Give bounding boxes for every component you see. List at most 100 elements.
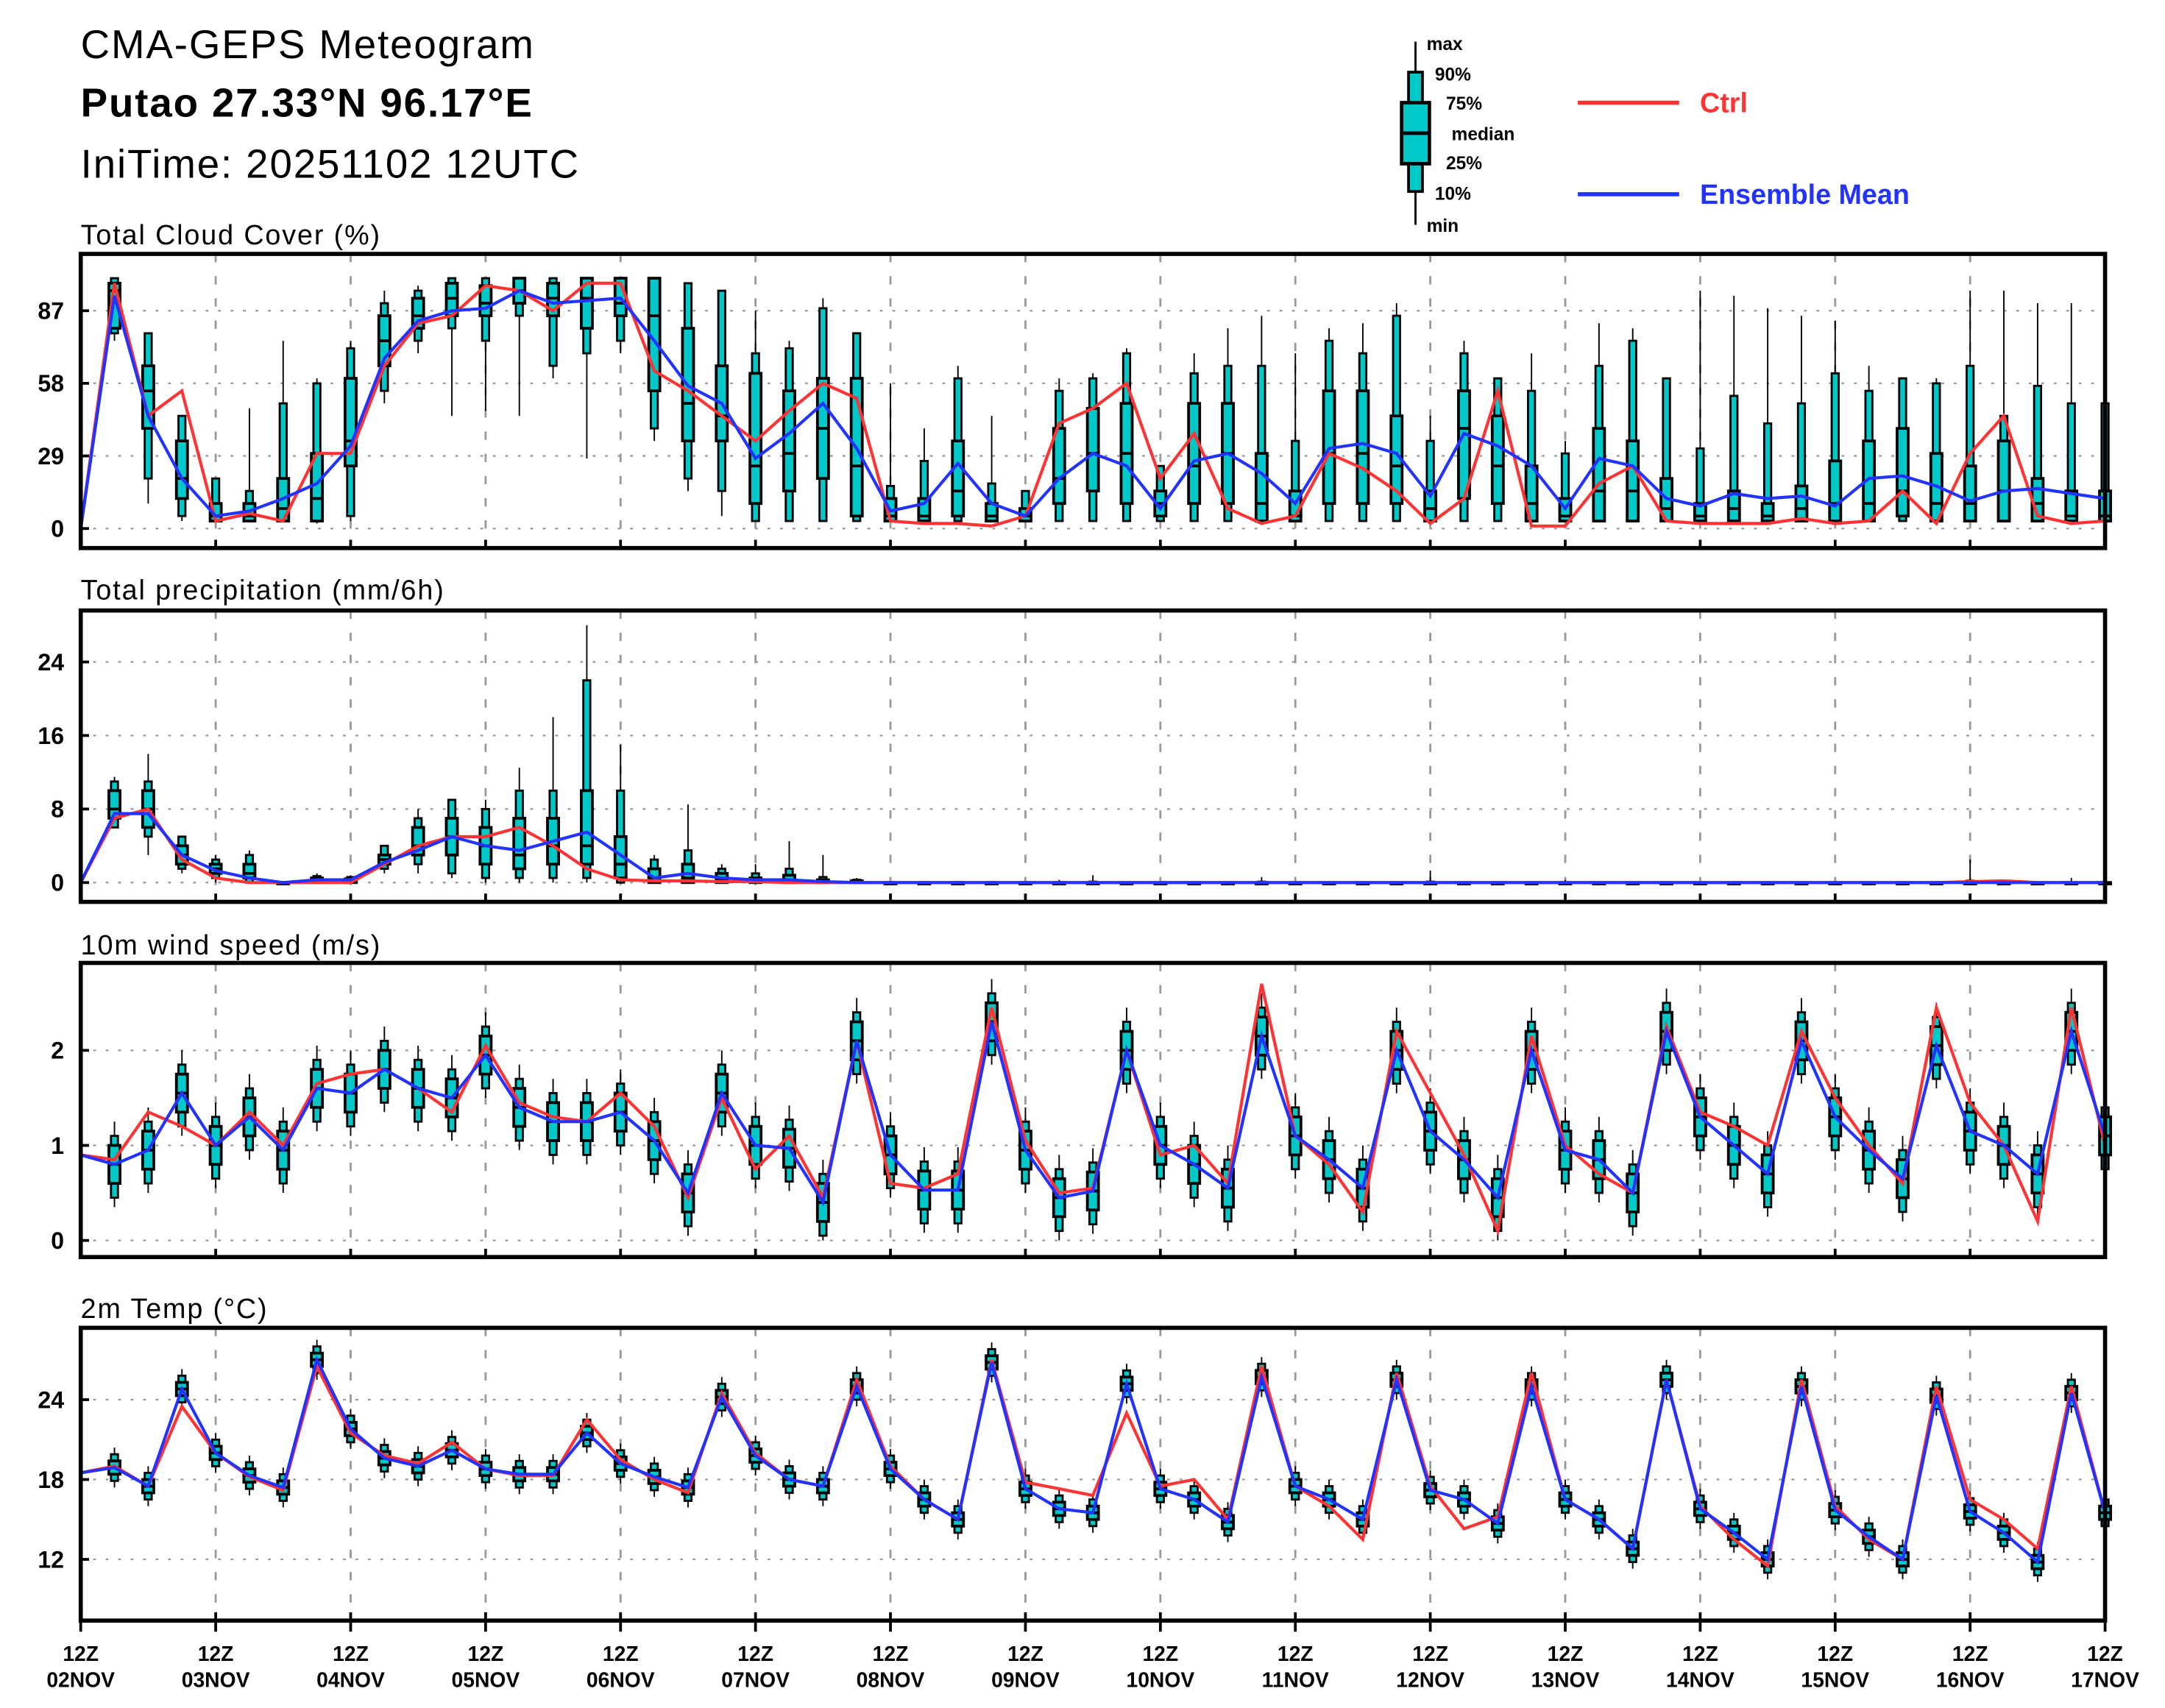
- box-whisker: [546, 717, 560, 883]
- iqr-box: [951, 439, 965, 518]
- x-tick-hour: 12Z: [1278, 1642, 1314, 1665]
- y-tick-label: 18: [38, 1467, 64, 1493]
- box-whisker: [512, 277, 527, 417]
- p10-p90-box: [548, 277, 558, 367]
- y-tick-label: 12: [38, 1546, 64, 1573]
- legend-ctrl-label: Ctrl: [1700, 88, 1748, 118]
- box-whisker: [951, 366, 965, 522]
- box-whisker: [377, 291, 391, 404]
- panel-2: 10m wind speed (m/s) 0 1 2: [51, 929, 2113, 1260]
- iqr-box: [1896, 427, 1910, 518]
- x-tick-hour: 12Z: [1007, 1642, 1043, 1665]
- panel-title: Total Cloud Cover (%): [81, 219, 381, 250]
- box-whisker: [613, 744, 628, 884]
- legend-p10: 10%: [1435, 185, 1471, 205]
- p10-p90-box: [582, 679, 592, 879]
- legend-min: min: [1427, 216, 1459, 236]
- panel-title: Total precipitation (mm/6h): [81, 575, 445, 606]
- iqr-box: [579, 277, 594, 330]
- y-tick-label: 2: [51, 1038, 64, 1064]
- x-tick-date: 12NOV: [1396, 1668, 1464, 1692]
- box-whisker: [1794, 316, 1809, 522]
- box-whisker: [1423, 416, 1438, 522]
- box-whisker: [715, 864, 729, 885]
- iqr-box: [1828, 459, 1843, 522]
- x-tick-date: 10NOV: [1126, 1668, 1194, 1692]
- box-whisker: [242, 408, 257, 522]
- box-whisker: [1726, 295, 1741, 522]
- y-tick-label: 24: [38, 1386, 64, 1413]
- box-whisker: [1524, 353, 1539, 522]
- box-whisker: [815, 298, 830, 522]
- iqr-box: [579, 789, 594, 866]
- y-tick-label: 29: [38, 443, 64, 469]
- box-whisker: [1254, 316, 1269, 522]
- box-whisker: [1221, 328, 1235, 522]
- x-tick-date: 11NOV: [1262, 1668, 1329, 1692]
- iqr-box: [1356, 389, 1370, 506]
- box-whisker: [1085, 373, 1100, 522]
- x-tick-hour: 12Z: [1952, 1642, 1988, 1665]
- box-whisker: [849, 332, 864, 522]
- iqr-box: [1423, 489, 1438, 522]
- legend-box-glyph: [1400, 41, 1431, 225]
- iqr-box: [1052, 427, 1066, 506]
- box-whisker: [141, 754, 155, 855]
- x-tick-date: 03NOV: [182, 1668, 250, 1692]
- box-whisker: [1490, 377, 1505, 522]
- iqr-box: [1626, 439, 1640, 522]
- panel-frame: [78, 252, 2108, 550]
- box-whisker: [1119, 348, 1134, 522]
- panel-title: 2m Temp (°C): [81, 1293, 269, 1324]
- location-label: Putao 27.33°N 96.17°E: [81, 80, 534, 125]
- box-whisker: [478, 799, 493, 883]
- legend-p75: 75%: [1446, 94, 1482, 114]
- box-whisker: [1862, 366, 1877, 522]
- x-tick-hour: 12Z: [1142, 1642, 1178, 1665]
- iqr-box: [1490, 414, 1505, 506]
- box-whisker: [1996, 291, 2011, 522]
- x-tick-hour: 12Z: [468, 1642, 504, 1665]
- iqr-box: [1963, 464, 1977, 522]
- x-tick-date: 08NOV: [857, 1668, 925, 1692]
- panel-frame: [78, 1325, 2108, 1623]
- box-whisker: [478, 277, 493, 411]
- x-tick-hour: 12Z: [1412, 1642, 1448, 1665]
- iqr-box: [1794, 484, 1809, 522]
- box-whisker: [1693, 291, 1707, 522]
- x-tick-date: 14NOV: [1666, 1668, 1735, 1692]
- legend-p25: 25%: [1446, 154, 1482, 174]
- x-axis: 12Z 02NOV 12Z 03NOV 12Z 04NOV 12Z 05NOV 12Z 06NOV…: [46, 1620, 2139, 1692]
- init-time-label: IniTime: 20251102 12UTC: [81, 141, 580, 186]
- box-whisker: [276, 341, 291, 522]
- y-tick-label: 8: [51, 796, 64, 823]
- box-whisker: [579, 625, 594, 883]
- x-tick-hour: 12Z: [737, 1642, 773, 1665]
- x-tick-date: 17NOV: [2071, 1668, 2139, 1692]
- y-tick-label: 58: [38, 370, 64, 397]
- box-whisker: [444, 277, 459, 417]
- box-whisker: [1052, 378, 1066, 522]
- box-whisker: [748, 311, 763, 522]
- x-tick-hour: 12Z: [1548, 1642, 1584, 1665]
- box-whisker: [1356, 323, 1370, 522]
- x-tick-date: 15NOV: [1801, 1668, 1869, 1692]
- box-whisker: [310, 378, 325, 524]
- x-tick-date: 16NOV: [1936, 1668, 2005, 1692]
- x-tick-hour: 12Z: [873, 1642, 909, 1665]
- y-tick-label: 87: [38, 298, 64, 325]
- box-whisker: [208, 1102, 223, 1188]
- iqr-box: [1996, 439, 2011, 522]
- x-tick-date: 13NOV: [1531, 1668, 1600, 1692]
- chart-title: CMA-GEPS Meteogram: [81, 22, 535, 67]
- x-tick-hour: 12Z: [603, 1642, 639, 1665]
- panel-0: Total Cloud Cover (%) 0 29 58 87: [38, 219, 2113, 550]
- box-whisker: [1592, 323, 1606, 522]
- y-tick-label: 16: [38, 723, 64, 749]
- y-tick-label: 0: [51, 516, 64, 542]
- iqr-box: [2064, 489, 2079, 522]
- panel-3: 2m Temp (°C) 12 18 24: [38, 1293, 2113, 1623]
- iqr-box: [1592, 427, 1606, 522]
- box-whisker: [1389, 303, 1404, 522]
